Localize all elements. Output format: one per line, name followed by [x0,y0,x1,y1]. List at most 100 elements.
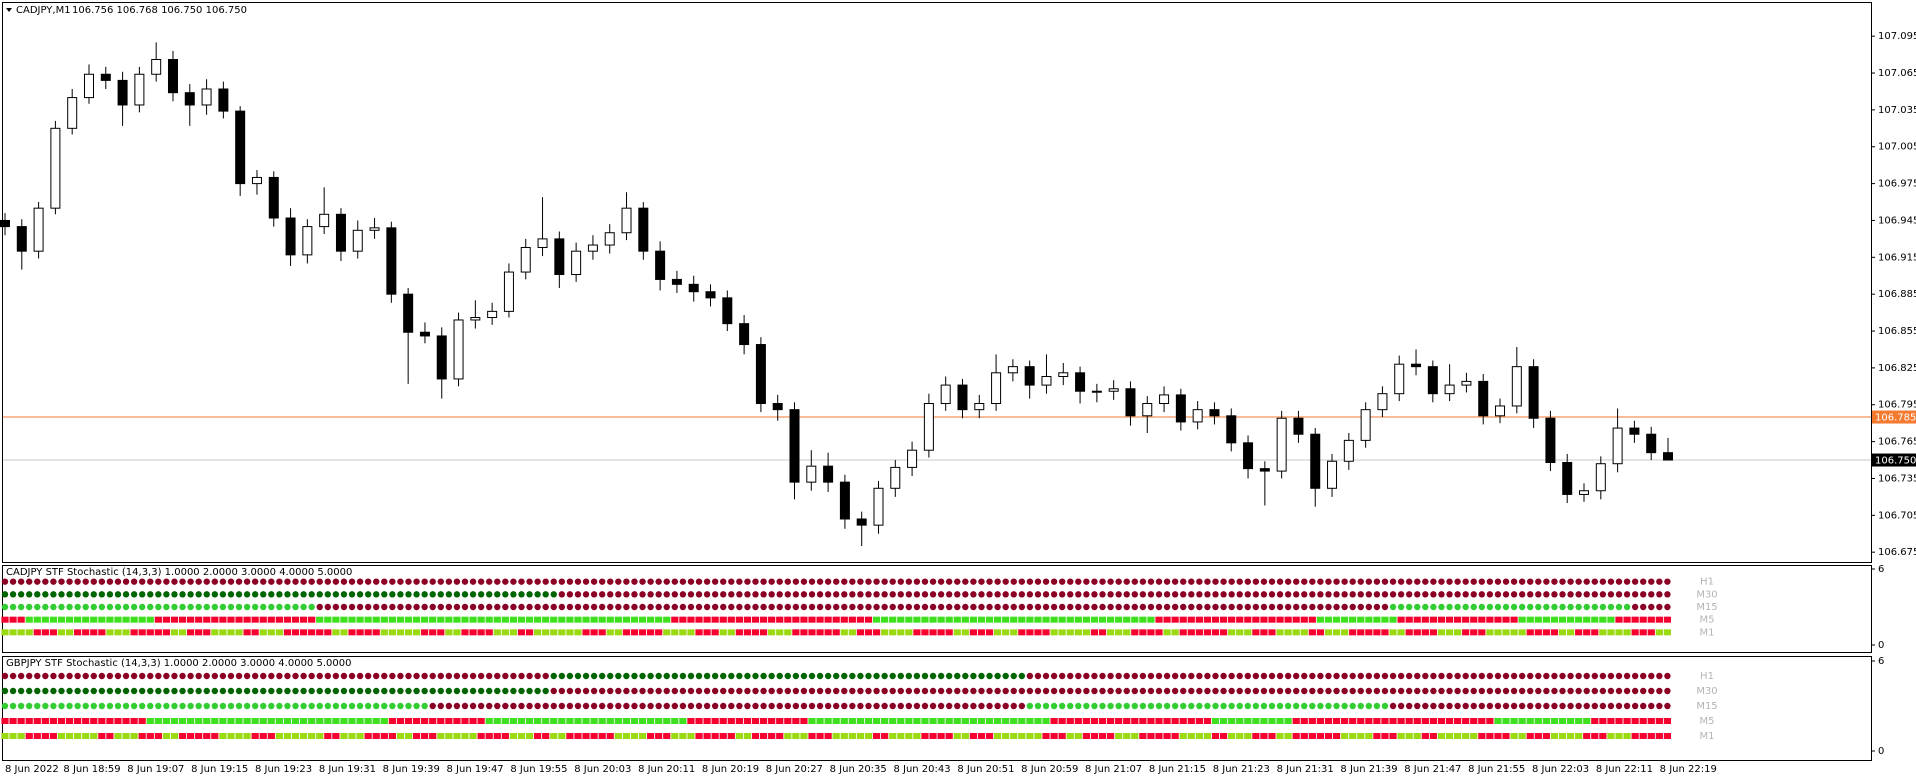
signal-square [356,616,364,623]
signal-dot [1446,603,1453,611]
signal-square [9,718,17,724]
dot-run [57,629,74,636]
signal-dot [1002,672,1009,680]
signal-square [1332,616,1341,623]
signal-dot [373,591,380,598]
signal-dot [808,603,816,611]
signal-square [130,733,138,739]
signal-square [1252,616,1260,623]
signal-square [1236,733,1244,739]
signal-dot [1163,578,1171,585]
signal-dot [1099,687,1106,695]
signal-square [759,733,768,739]
signal-dot [1405,603,1413,611]
signal-dot [1244,578,1251,585]
signal-dot [655,672,662,680]
signal-dot [800,672,808,680]
signal-dot [1615,687,1623,695]
dot-run [1,591,557,598]
signal-square [800,718,808,724]
signal-dot [889,591,896,598]
signal-dot [590,687,598,695]
signal-dot [776,687,783,695]
signal-dot [34,687,41,695]
signal-dot [1317,591,1324,598]
signal-dot [1607,578,1615,585]
signal-dot [155,591,162,598]
signal-dot [453,578,461,585]
signal-dot [1188,687,1195,695]
signal-dot [66,687,73,695]
signal-square [33,629,41,636]
signal-dot [1002,578,1009,585]
signal-dot [1599,702,1607,710]
symbol-dropdown[interactable] [6,8,12,12]
signal-square [1599,616,1607,623]
signal-dot [711,603,719,611]
signal-dot [1518,687,1526,695]
x-tick-label: 8 Jun 21:23 [1213,764,1270,775]
signal-square [429,718,437,724]
signal-square [1010,629,1018,636]
signal-dot [913,672,921,680]
signal-square [106,733,114,739]
signal-dot [42,672,49,680]
signal-dot [954,702,961,710]
signal-square [9,629,17,636]
signal-square [275,718,283,724]
signal-dot [1494,672,1502,680]
signal-square [1042,629,1050,636]
signal-dot [1196,591,1203,598]
signal-square [1357,616,1365,623]
candle-body [671,278,682,285]
signal-square [1090,629,1099,636]
signal-square [1203,718,1212,724]
signal-dot [477,591,485,598]
signal-dot [122,687,130,695]
signal-dot [421,591,428,598]
signal-dot [655,687,662,695]
signal-dot [50,702,57,710]
dot-run [316,616,671,623]
candle-body [151,59,162,75]
signal-square [170,629,179,636]
signal-dot [1317,672,1324,680]
signal-dot [1123,591,1130,598]
signal-dot [1260,672,1268,680]
signal-square [388,718,396,724]
signal-dot [1631,591,1639,598]
signal-square [82,718,90,724]
signal-dot [897,591,904,598]
signal-dot [486,702,493,710]
candle-body [1276,417,1287,472]
signal-square [348,616,356,623]
dot-run [735,733,752,739]
signal-square [622,616,630,623]
signal-square [130,718,138,724]
signal-square [1429,733,1437,739]
signal-dot [711,672,719,680]
signal-dot [841,603,848,611]
signal-square [808,616,816,623]
signal-square [1276,718,1284,724]
signal-dot [510,702,517,710]
signal-square [598,718,606,724]
timeframe-label: M30 [1696,686,1717,697]
signal-square [1106,616,1115,623]
signal-square [299,629,308,636]
signal-dot [421,672,428,680]
signal-dot [1018,603,1026,611]
signal-square [1098,733,1107,739]
signal-dot [736,591,743,598]
signal-dot [1405,672,1413,680]
signal-square [17,616,25,623]
signal-square [711,733,719,739]
signal-dot [752,702,759,710]
signal-dot [768,603,775,611]
signal-square [1090,616,1099,623]
signal-dot [155,603,162,611]
signal-square [1607,616,1615,623]
signal-dot [566,578,574,585]
signal-dot [324,603,331,611]
signal-dot [195,578,202,585]
